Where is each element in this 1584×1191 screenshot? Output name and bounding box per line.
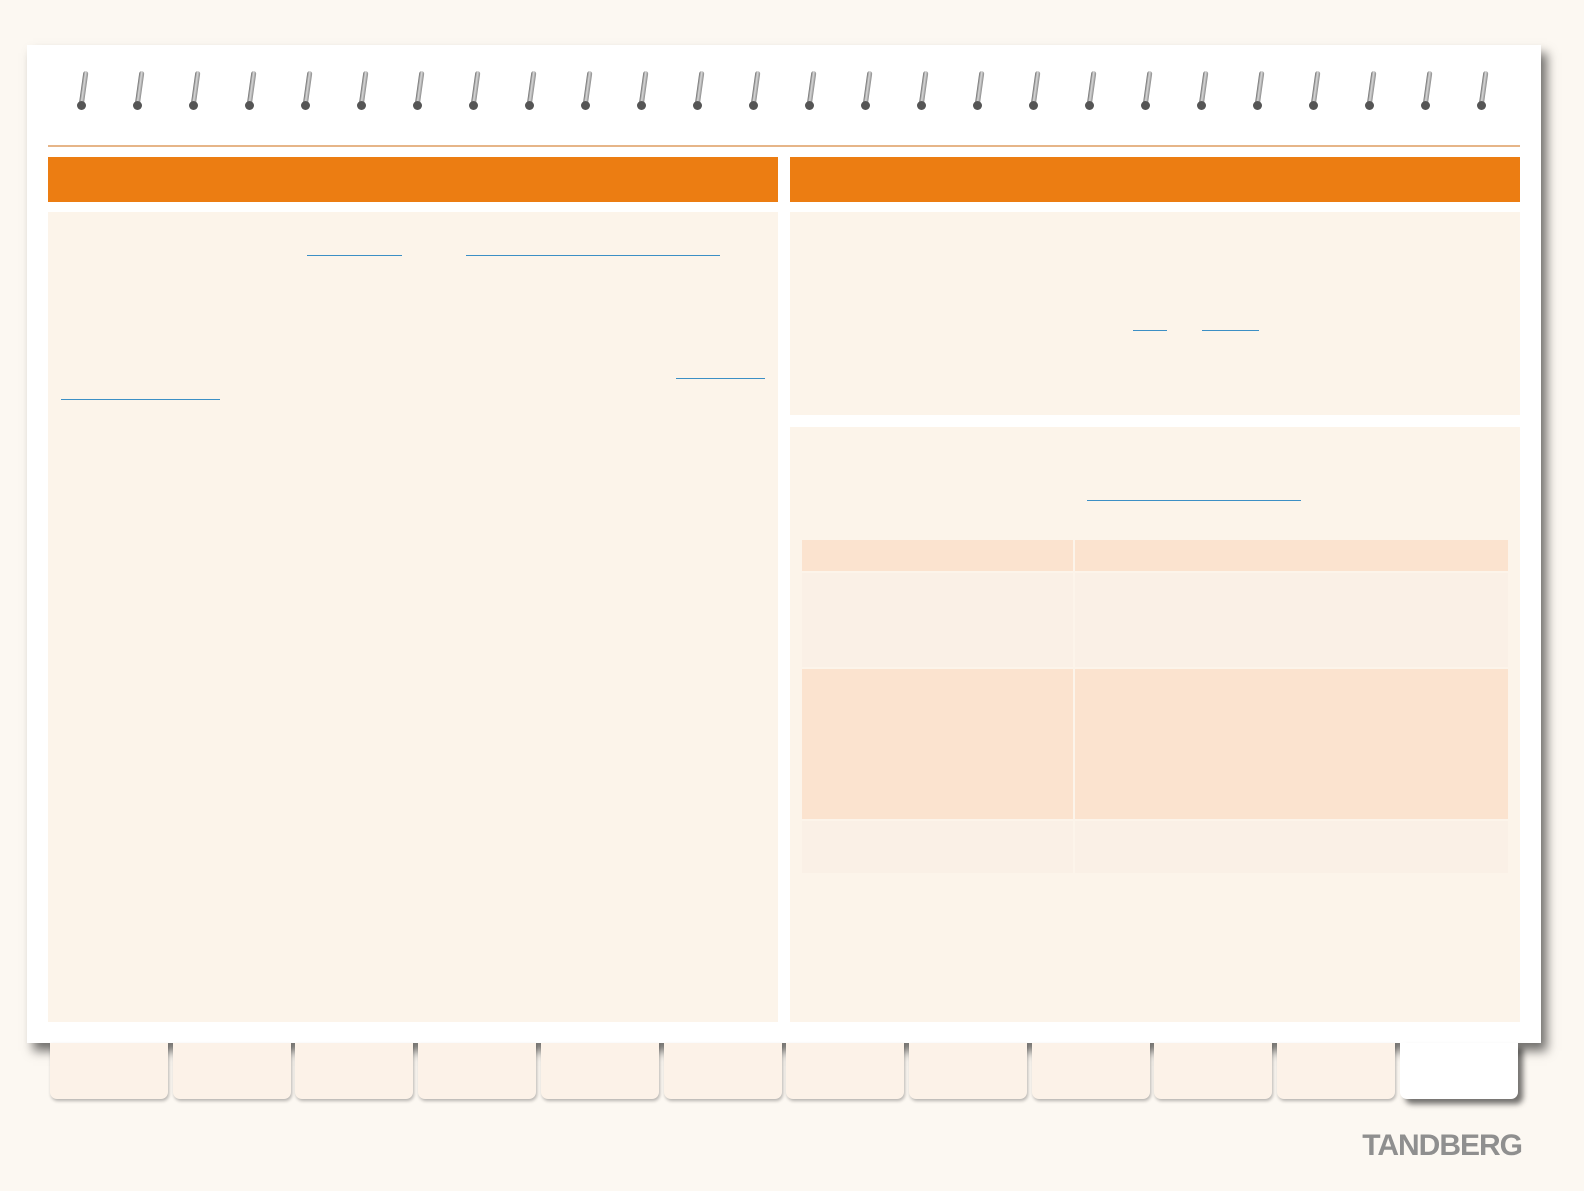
nav-tab[interactable]: [908, 1043, 1027, 1099]
table-cell: [802, 573, 1073, 667]
nav-tab[interactable]: [1154, 1043, 1273, 1099]
spiral-ring-icon: [413, 70, 427, 113]
table-row: [802, 669, 1508, 819]
nav-tab[interactable]: [1400, 1043, 1518, 1099]
left-column-header: [48, 157, 778, 202]
spiral-ring-icon: [973, 70, 987, 113]
spiral-ring-icon: [749, 70, 763, 113]
spiral-ring-icon: [1197, 70, 1211, 113]
spiral-ring-icon: [1477, 70, 1491, 113]
nav-tab[interactable]: [295, 1043, 414, 1099]
table-cell: [1075, 669, 1508, 819]
table-header-cell: [802, 540, 1073, 571]
spiral-ring-icon: [917, 70, 931, 113]
table-header-row: [802, 540, 1508, 571]
spiral-ring-icon: [245, 70, 259, 113]
info-table: [802, 540, 1508, 873]
spiral-ring-icon: [357, 70, 371, 113]
right-top-panel: [790, 212, 1520, 415]
spiral-ring-icon: [805, 70, 819, 113]
hyperlink[interactable]: [1133, 330, 1167, 331]
nav-tab[interactable]: [50, 1043, 168, 1099]
spiral-ring-icon: [637, 70, 651, 113]
right-column-header: [790, 157, 1520, 202]
table-row: [802, 821, 1508, 873]
nav-tab[interactable]: [540, 1043, 659, 1099]
spiral-ring-icon: [1029, 70, 1043, 113]
hyperlink[interactable]: [466, 255, 720, 256]
spiral-ring-icon: [1309, 70, 1323, 113]
nav-tab[interactable]: [1031, 1043, 1150, 1099]
nav-tab[interactable]: [786, 1043, 905, 1099]
nav-tab[interactable]: [172, 1043, 291, 1099]
nav-tab[interactable]: [1277, 1043, 1395, 1099]
nav-tab[interactable]: [663, 1043, 782, 1099]
table-cell: [802, 821, 1073, 873]
spiral-ring-icon: [133, 70, 147, 113]
hyperlink[interactable]: [1202, 330, 1259, 331]
left-content-panel: [48, 212, 778, 1022]
spiral-ring-icon: [525, 70, 539, 113]
spiral-ring-icon: [1421, 70, 1435, 113]
spiral-ring-icon: [581, 70, 595, 113]
header-rule: [48, 145, 1520, 147]
spiral-ring-icon: [1365, 70, 1379, 113]
table-cell: [802, 669, 1073, 819]
hyperlink[interactable]: [307, 255, 402, 256]
spiral-ring-icon: [1253, 70, 1267, 113]
spiral-ring-icon: [861, 70, 875, 113]
table-row: [802, 573, 1508, 667]
hyperlink[interactable]: [61, 399, 220, 400]
nav-tab[interactable]: [418, 1043, 537, 1099]
spiral-ring-icon: [189, 70, 203, 113]
hyperlink[interactable]: [676, 378, 765, 379]
tandberg-logo: TANDBERG: [1362, 1129, 1523, 1162]
hyperlink[interactable]: [1087, 500, 1301, 501]
spiral-ring-icon: [301, 70, 315, 113]
table-cell: [1075, 573, 1508, 667]
spiral-ring-icon: [77, 70, 91, 113]
spiral-ring-icon: [1085, 70, 1099, 113]
spiral-ring-icon: [469, 70, 483, 113]
spiral-ring-icon: [693, 70, 707, 113]
table-header-cell: [1075, 540, 1508, 571]
spiral-ring-icon: [1141, 70, 1155, 113]
table-cell: [1075, 821, 1508, 873]
